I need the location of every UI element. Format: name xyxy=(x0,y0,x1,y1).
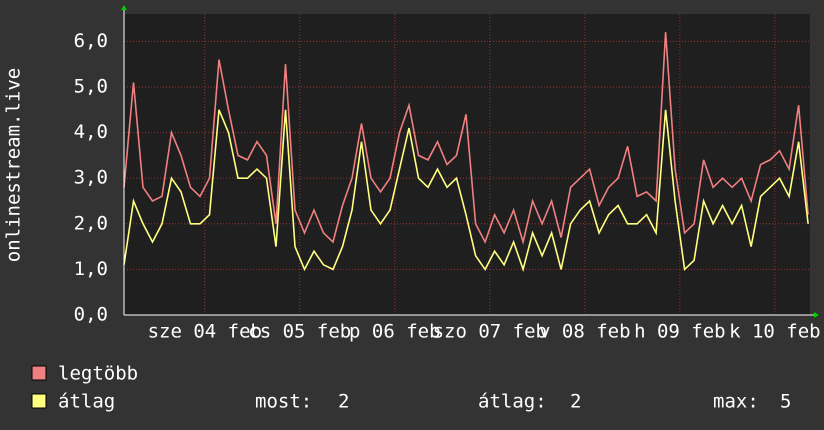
stat-value: 5 xyxy=(780,391,791,413)
y-tick-label: 5,0 xyxy=(74,75,108,97)
stat-label: átlag: xyxy=(478,391,547,413)
x-tick-label: szo 07 feb xyxy=(433,321,547,343)
y-tick-label: 1,0 xyxy=(74,258,108,280)
series-line xyxy=(123,32,809,246)
legend-swatch xyxy=(31,365,47,381)
y-tick-label: 4,0 xyxy=(74,121,108,143)
x-tick-label: sze 04 feb xyxy=(148,321,262,343)
x-tick-label: h 09 feb xyxy=(634,321,726,343)
arrow xyxy=(121,5,127,10)
legend-swatch xyxy=(31,393,47,409)
plot-area xyxy=(124,14,810,315)
stat-value: 2 xyxy=(338,391,349,413)
x-tick-label: v 08 feb xyxy=(539,321,631,343)
y-axis-label: onlinestream.live xyxy=(3,68,25,262)
stat-value: 2 xyxy=(570,391,581,413)
stat-label: most: xyxy=(255,391,312,413)
y-tick-label: 2,0 xyxy=(74,212,108,234)
arrow xyxy=(814,312,819,318)
x-tick-label: p 06 feb xyxy=(349,321,441,343)
y-tick-label: 6,0 xyxy=(74,30,108,52)
x-tick-label: k 10 feb xyxy=(729,321,821,343)
y-tick-label: 3,0 xyxy=(74,167,108,189)
series-line xyxy=(123,109,809,273)
legend-label: átlag xyxy=(58,391,115,413)
y-tick-label: 0,0 xyxy=(74,304,108,326)
x-tick-label: cs 05 feb xyxy=(248,321,351,343)
legend-label: legtöbb xyxy=(58,363,138,385)
stat-label: max: xyxy=(713,391,759,413)
